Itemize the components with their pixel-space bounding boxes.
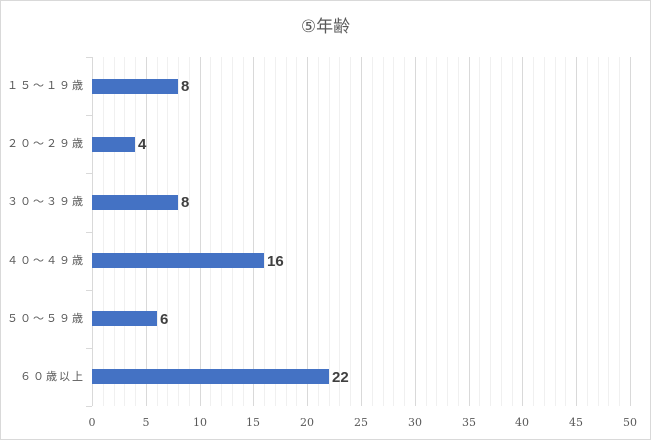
chart-title: ⑤年齢 <box>300 17 351 37</box>
category-label: １５～１９歳 <box>7 79 85 92</box>
category-label: ２０～２９歳 <box>7 137 85 150</box>
minor-gridline <box>533 57 534 406</box>
y-axis-tick <box>86 57 92 58</box>
data-label: 16 <box>267 253 284 270</box>
minor-gridline <box>135 57 136 406</box>
plot-area <box>92 57 631 406</box>
minor-gridline <box>608 57 609 406</box>
minor-gridline <box>479 57 480 406</box>
minor-gridline <box>157 57 158 406</box>
minor-gridline <box>598 57 599 406</box>
bar <box>92 79 178 94</box>
major-gridline <box>361 57 362 406</box>
minor-gridline <box>103 57 104 406</box>
major-gridline <box>469 57 470 406</box>
category-label: ４０～４９歳 <box>7 254 85 267</box>
x-tick-label: 30 <box>408 416 422 429</box>
minor-gridline <box>565 57 566 406</box>
major-gridline <box>200 57 201 406</box>
minor-gridline <box>296 57 297 406</box>
bar <box>92 137 135 152</box>
minor-gridline <box>393 57 394 406</box>
minor-gridline <box>232 57 233 406</box>
bar <box>92 311 157 326</box>
major-gridline <box>307 57 308 406</box>
data-label: 8 <box>181 194 190 211</box>
x-tick-label: 5 <box>142 416 150 429</box>
minor-gridline <box>458 57 459 406</box>
x-tick-label: 10 <box>193 416 207 429</box>
minor-gridline <box>436 57 437 406</box>
minor-gridline <box>490 57 491 406</box>
minor-gridline <box>447 57 448 406</box>
bar <box>92 195 178 210</box>
y-axis-tick <box>86 348 92 349</box>
minor-gridline <box>619 57 620 406</box>
minor-gridline <box>383 57 384 406</box>
minor-gridline <box>350 57 351 406</box>
minor-gridline <box>318 57 319 406</box>
x-tick-label: 35 <box>462 416 476 429</box>
category-label: ５０～５９歳 <box>7 312 85 325</box>
minor-gridline <box>544 57 545 406</box>
y-axis-tick <box>86 115 92 116</box>
minor-gridline <box>555 57 556 406</box>
data-label: 22 <box>332 369 349 386</box>
minor-gridline <box>124 57 125 406</box>
x-tick-label: 25 <box>354 416 368 429</box>
x-tick-label: 20 <box>300 416 314 429</box>
x-tick-label: 45 <box>569 416 583 429</box>
y-axis-tick <box>86 290 92 291</box>
minor-gridline <box>275 57 276 406</box>
major-gridline <box>576 57 577 406</box>
minor-gridline <box>339 57 340 406</box>
y-axis-tick <box>86 232 92 233</box>
x-tick-label: 50 <box>623 416 637 429</box>
minor-gridline <box>264 57 265 406</box>
minor-gridline <box>189 57 190 406</box>
minor-gridline <box>167 57 168 406</box>
major-gridline <box>253 57 254 406</box>
minor-gridline <box>404 57 405 406</box>
data-label: 8 <box>181 78 190 95</box>
minor-gridline <box>587 57 588 406</box>
minor-gridline <box>329 57 330 406</box>
x-tick-label: 15 <box>246 416 260 429</box>
minor-gridline <box>501 57 502 406</box>
x-tick-label: 0 <box>88 416 96 429</box>
minor-gridline <box>426 57 427 406</box>
minor-gridline <box>221 57 222 406</box>
bar <box>92 369 329 384</box>
bar <box>92 253 264 268</box>
minor-gridline <box>286 57 287 406</box>
minor-gridline <box>243 57 244 406</box>
category-label: ６０歳以上 <box>20 370 85 383</box>
minor-gridline <box>114 57 115 406</box>
data-label: 6 <box>160 311 169 328</box>
major-gridline <box>522 57 523 406</box>
y-axis-tick <box>86 173 92 174</box>
major-gridline <box>146 57 147 406</box>
minor-gridline <box>178 57 179 406</box>
y-axis-tick <box>86 406 92 407</box>
x-tick-label: 40 <box>515 416 529 429</box>
major-gridline <box>630 57 631 406</box>
category-label: ３０～３９歳 <box>7 195 85 208</box>
minor-gridline <box>372 57 373 406</box>
major-gridline <box>415 57 416 406</box>
data-label: 4 <box>138 136 147 153</box>
minor-gridline <box>210 57 211 406</box>
y-axis-line <box>92 57 93 406</box>
minor-gridline <box>512 57 513 406</box>
